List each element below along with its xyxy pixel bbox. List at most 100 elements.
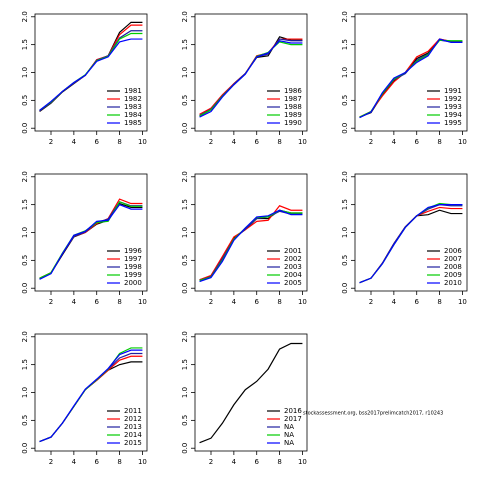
y-tick-label: 2.0 [181, 331, 189, 342]
y-tick-label: 1.0 [21, 227, 29, 238]
legend-label: 2003 [284, 263, 302, 271]
y-tick-label: 2.0 [181, 171, 189, 182]
x-tick-label: 6 [254, 458, 259, 466]
y-tick-label: 0.0 [181, 123, 189, 134]
legend-label: 2008 [444, 263, 462, 271]
legend-label: 2015 [124, 439, 142, 447]
legend-label: 1993 [444, 103, 462, 111]
legend-label: 1982 [124, 95, 142, 103]
x-tick-label: 4 [392, 138, 397, 146]
x-tick-label: 2 [369, 138, 373, 146]
legend-label: 1996 [124, 247, 142, 255]
legend-label: 1999 [124, 271, 142, 279]
legend-label: 2007 [444, 255, 462, 263]
y-tick-label: 0.0 [341, 283, 349, 294]
x-tick-label: 4 [232, 138, 237, 146]
x-tick-label: 2 [209, 458, 213, 466]
x-tick-label: 4 [72, 138, 77, 146]
legend-label: 1988 [284, 103, 302, 111]
legend-label: NA [284, 439, 294, 447]
y-tick-label: 0.0 [341, 123, 349, 134]
legend-label: 1989 [284, 111, 302, 119]
series-line [199, 342, 303, 444]
series-line [359, 204, 463, 284]
x-tick-label: 6 [414, 298, 419, 306]
legend-label: 2005 [284, 279, 302, 287]
legend-label: 1998 [124, 263, 142, 271]
legend-label: 2000 [124, 279, 142, 287]
x-tick-label: 10 [458, 298, 467, 306]
legend-label: 2004 [284, 271, 302, 279]
y-tick-label: 2.0 [21, 11, 29, 22]
legend-label: 2014 [124, 431, 142, 439]
y-tick-label: 2.0 [341, 11, 349, 22]
y-tick-label: 1.5 [181, 39, 189, 50]
x-tick-label: 6 [94, 458, 99, 466]
x-tick-label: 10 [138, 138, 147, 146]
legend-label: 1981 [124, 87, 142, 95]
x-tick-label: 4 [72, 298, 77, 306]
series-line [39, 349, 143, 443]
footnote: stockassessment.org, bss2017prelimcatch2… [303, 411, 443, 417]
x-tick-label: 2 [49, 458, 53, 466]
y-tick-label: 2.0 [181, 11, 189, 22]
legend-label: 1986 [284, 87, 302, 95]
series-line [359, 38, 463, 119]
legend-label: 2011 [124, 407, 142, 415]
x-tick-label: 8 [117, 138, 121, 146]
y-tick-label: 1.5 [341, 199, 349, 210]
x-tick-label: 2 [209, 298, 213, 306]
legend-label: 1984 [124, 111, 142, 119]
y-tick-label: 0.0 [21, 123, 29, 134]
y-tick-label: 0.5 [341, 255, 349, 266]
x-tick-label: 10 [298, 138, 307, 146]
x-tick-label: 6 [254, 138, 259, 146]
legend-label: 1995 [444, 119, 462, 127]
x-tick-label: 6 [254, 298, 259, 306]
x-tick-label: 4 [232, 298, 237, 306]
x-tick-label: 10 [138, 458, 147, 466]
x-tick-label: 10 [458, 138, 467, 146]
legend-label: 1990 [284, 119, 302, 127]
series-line [199, 205, 303, 281]
y-tick-label: 1.5 [21, 359, 29, 370]
legend-label: 1985 [124, 119, 142, 127]
legend-label: 2002 [284, 255, 302, 263]
x-tick-label: 8 [437, 138, 441, 146]
y-tick-label: 0.0 [21, 283, 29, 294]
legend-label: 1983 [124, 103, 142, 111]
legend-label: 2009 [444, 271, 462, 279]
legend-label: 1992 [444, 95, 462, 103]
y-tick-label: 1.5 [21, 39, 29, 50]
legend-label: 2006 [444, 247, 462, 255]
y-tick-label: 1.5 [21, 199, 29, 210]
x-tick-label: 6 [94, 138, 99, 146]
legend-label: 2017 [284, 415, 302, 423]
legend-label: 2012 [124, 415, 142, 423]
legend-label: 1987 [284, 95, 302, 103]
y-tick-label: 2.0 [21, 331, 29, 342]
legend-label: 2001 [284, 247, 302, 255]
y-tick-label: 0.5 [181, 255, 189, 266]
x-tick-label: 2 [209, 138, 213, 146]
x-tick-label: 8 [277, 298, 281, 306]
x-tick-label: 8 [277, 458, 281, 466]
y-tick-label: 1.0 [181, 387, 189, 398]
legend-label: NA [284, 423, 294, 431]
y-tick-label: 1.0 [181, 227, 189, 238]
x-tick-label: 2 [369, 298, 373, 306]
y-tick-label: 0.5 [21, 415, 29, 426]
y-tick-label: 1.0 [341, 227, 349, 238]
x-tick-label: 10 [298, 298, 307, 306]
y-tick-label: 1.0 [181, 67, 189, 78]
x-tick-label: 10 [138, 298, 147, 306]
y-tick-label: 0.0 [181, 283, 189, 294]
x-tick-label: 2 [49, 138, 53, 146]
y-tick-label: 0.5 [21, 255, 29, 266]
series-line [39, 38, 143, 111]
y-tick-label: 2.0 [341, 171, 349, 182]
legend-label: 2013 [124, 423, 142, 431]
y-tick-label: 1.5 [181, 199, 189, 210]
